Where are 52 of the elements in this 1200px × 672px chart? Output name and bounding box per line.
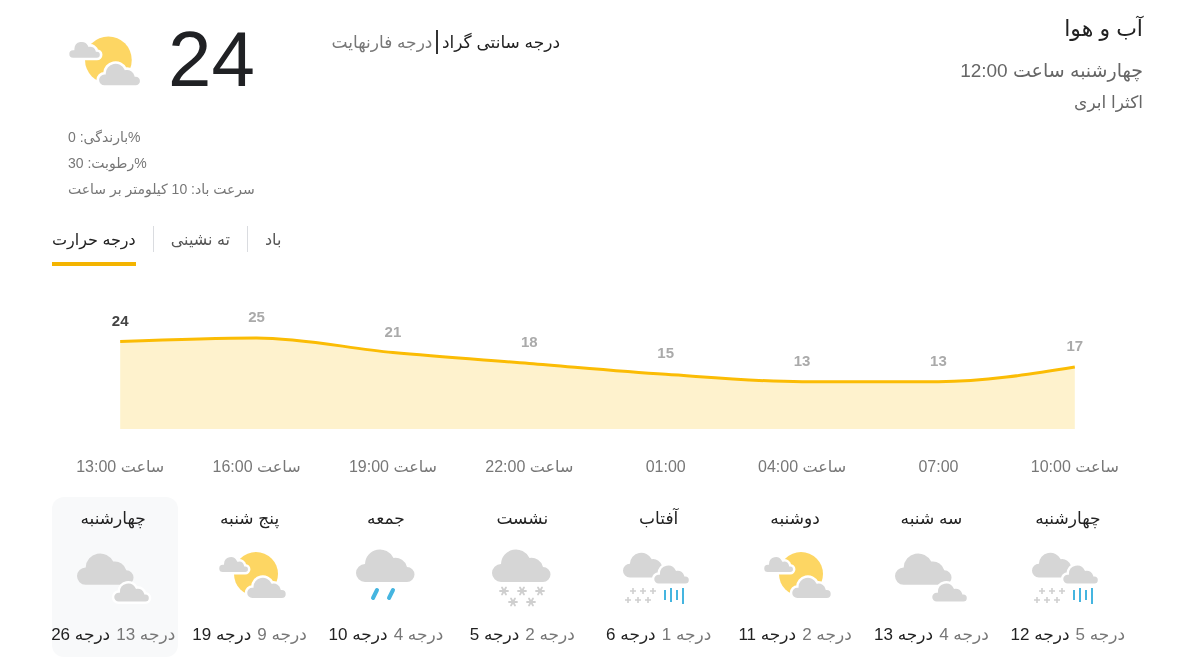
text: 13 درجه xyxy=(116,624,176,645)
text: درجه فارنهایت xyxy=(331,31,433,53)
data-label: 18 xyxy=(520,333,538,351)
category-label: چهارشنبه xyxy=(80,509,146,528)
data-label: 15 xyxy=(657,344,675,362)
text: اکثرا ابری xyxy=(1074,93,1143,112)
text: 1 درجه xyxy=(661,624,712,645)
category-label: دوشنبه xyxy=(770,509,820,528)
text: درجه حرارت xyxy=(52,231,136,248)
text: باد xyxy=(264,231,282,248)
text: آب و هوا xyxy=(1064,16,1143,41)
text: 6 درجه xyxy=(606,624,656,645)
x-tick-label: 07:00 xyxy=(918,458,959,476)
text: 19 درجه xyxy=(192,624,252,645)
x-tick-label: ساعت 10:00 xyxy=(1030,458,1119,476)
data-label: 13 xyxy=(793,351,811,369)
text: 9 درجه xyxy=(257,624,307,645)
category-label: آفتاب xyxy=(639,509,679,528)
x-tick-label: ساعت 22:00 xyxy=(485,458,574,476)
x-tick-label: 01:00 xyxy=(645,458,686,476)
text: 11 درجه xyxy=(738,624,797,645)
text: درجه سانتی گراد xyxy=(441,31,560,53)
category-label: پنج شنبه xyxy=(219,509,280,528)
text: 2 درجه xyxy=(802,624,852,645)
text: چهارشنبه ساعت 12:00 xyxy=(960,60,1143,81)
text: 10 درجه xyxy=(328,624,388,645)
data-label: 21 xyxy=(384,322,402,340)
category-label: نشست xyxy=(496,509,549,528)
text: 24 xyxy=(168,15,255,103)
text: 26 درجه xyxy=(51,624,111,645)
x-tick-label: ساعت 19:00 xyxy=(348,458,437,476)
x-tick-label: ساعت 16:00 xyxy=(212,458,301,476)
text: 2 درجه xyxy=(525,624,575,645)
text: 12 درجه xyxy=(1010,624,1070,645)
category-label: جمعه xyxy=(367,509,405,528)
x-tick-label: ساعت 13:00 xyxy=(76,458,165,476)
data-label: 24 xyxy=(111,311,130,329)
text: 13 درجه xyxy=(874,624,934,645)
data-label: 13 xyxy=(930,351,947,369)
text: 5 درجه xyxy=(1075,624,1126,645)
text: ته نشینی xyxy=(170,231,230,248)
text: رطوبت: 30% xyxy=(68,155,147,171)
data-label: 17 xyxy=(1066,337,1084,355)
text: سرعت باد: 10 کیلومتر بر ساعت xyxy=(68,181,255,197)
category-label: چهارشنبه xyxy=(1035,509,1101,528)
text: 5 درجه xyxy=(469,624,520,645)
text: 4 درجه xyxy=(939,624,989,645)
data-label: 25 xyxy=(248,307,265,325)
text: بارندگی: 0% xyxy=(68,129,141,145)
x-tick-label: ساعت 04:00 xyxy=(758,458,847,476)
text: 4 درجه xyxy=(393,624,444,645)
category-label: سه شنبه xyxy=(900,509,963,528)
